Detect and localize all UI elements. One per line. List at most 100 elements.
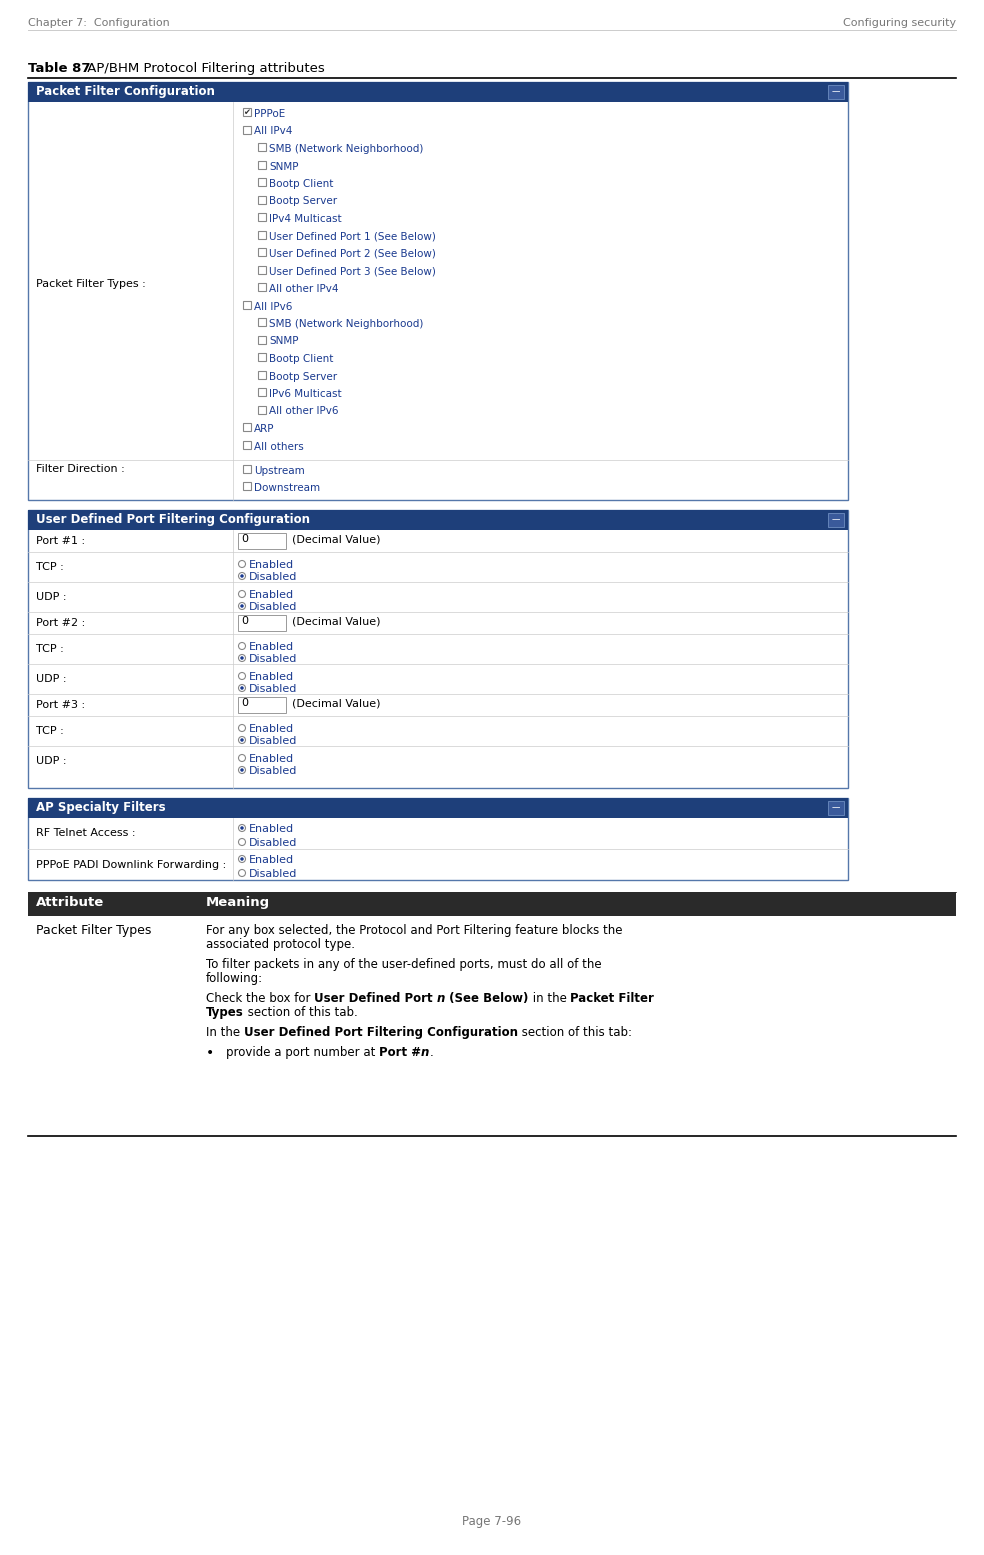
Text: SNMP: SNMP [269,336,298,347]
Text: Configuring security: Configuring security [843,19,956,28]
Text: User Defined Port Filtering Configuration: User Defined Port Filtering Configuratio… [244,1026,518,1039]
Bar [243,465,251,473]
Bar [243,423,251,431]
Text: IPv4 Multicast: IPv4 Multicast [269,215,341,224]
Text: Page 7-96: Page 7-96 [462,1515,522,1529]
Circle shape [238,838,245,846]
Text: UDP :: UDP : [36,756,67,767]
Text: Enabled: Enabled [249,589,294,600]
Circle shape [238,572,245,580]
Text: 0: 0 [241,616,248,627]
Text: SNMP: SNMP [269,162,298,171]
Circle shape [240,574,244,578]
Text: RF Telnet Access :: RF Telnet Access : [36,829,136,838]
Text: Attribute: Attribute [36,896,104,910]
Circle shape [238,767,245,773]
Text: Port #1 :: Port #1 : [36,536,86,546]
Text: Bootp Client: Bootp Client [269,355,334,364]
Circle shape [238,824,245,832]
Bar [258,160,266,168]
Text: All IPv4: All IPv4 [254,126,292,137]
Text: Enabled: Enabled [249,560,294,571]
Text: provide a port number at: provide a port number at [226,1047,379,1059]
Circle shape [238,602,245,610]
Bar [258,143,266,151]
Text: section of this tab.: section of this tab. [244,1006,357,1019]
Text: User Defined Port Filtering Configuration: User Defined Port Filtering Configuratio… [36,513,310,526]
Bar [28,893,956,916]
Bar [828,801,844,815]
Text: Types: Types [206,1006,244,1019]
Text: —: — [831,516,840,524]
Circle shape [240,656,244,659]
Text: Disabled: Disabled [249,838,297,847]
Bar [258,389,266,397]
Bar [28,510,848,530]
Text: Bootp Server: Bootp Server [269,372,338,381]
Text: section of this tab:: section of this tab: [518,1026,632,1039]
Text: PPPoE PADI Downlink Forwarding :: PPPoE PADI Downlink Forwarding : [36,860,226,869]
Text: Bootp Client: Bootp Client [269,179,334,190]
Text: Enabled: Enabled [249,725,294,734]
Bar [258,370,266,378]
Bar [258,213,266,221]
Text: Chapter 7:  Configuration: Chapter 7: Configuration [28,19,170,28]
Text: ✔: ✔ [243,107,251,117]
Text: SMB (Network Neighborhood): SMB (Network Neighborhood) [269,145,423,154]
Text: 0: 0 [241,533,248,544]
Bar [243,300,251,308]
Bar [258,319,266,327]
Text: Packet Filter Types :: Packet Filter Types : [36,278,146,289]
Bar [243,440,251,448]
Bar [28,798,848,818]
Text: ARP: ARP [254,425,275,434]
Circle shape [238,725,245,731]
Text: In the: In the [206,1026,244,1039]
Text: Enabled: Enabled [249,754,294,764]
Text: TCP :: TCP : [36,644,64,655]
Circle shape [240,857,244,861]
Bar [258,406,266,414]
Text: TCP :: TCP : [36,726,64,736]
Circle shape [240,739,244,742]
Circle shape [238,855,245,863]
Bar [258,336,266,344]
Circle shape [240,768,244,771]
Text: associated protocol type.: associated protocol type. [206,938,355,952]
Text: AP Specialty Filters: AP Specialty Filters [36,801,165,813]
Text: n: n [437,992,446,1005]
Text: Packet Filter Types: Packet Filter Types [36,924,152,938]
Text: Table 87: Table 87 [28,62,91,75]
Bar [258,353,266,361]
Bar [258,230,266,238]
Text: All IPv6: All IPv6 [254,302,292,311]
Text: User Defined Port 3 (See Below): User Defined Port 3 (See Below) [269,266,436,277]
Text: Filter Direction :: Filter Direction : [36,463,125,474]
Text: User Defined Port: User Defined Port [314,992,437,1005]
Circle shape [238,642,245,650]
Text: n: n [421,1047,429,1059]
Text: Upstream: Upstream [254,466,305,476]
Text: UDP :: UDP : [36,673,67,684]
Text: User Defined Port 1 (See Below): User Defined Port 1 (See Below) [269,232,436,241]
Bar [28,916,956,1137]
Text: .: . [429,1047,433,1059]
Text: PPPoE: PPPoE [254,109,285,120]
Text: 0: 0 [241,698,248,708]
Bar [258,177,266,187]
Text: Enabled: Enabled [249,672,294,683]
Text: Disabled: Disabled [249,767,297,776]
Text: All other IPv4: All other IPv4 [269,285,338,294]
Bar [28,82,848,501]
Text: (Decimal Value): (Decimal Value) [292,700,381,709]
Bar [258,247,266,257]
Bar [258,196,266,204]
Text: Disabled: Disabled [249,572,297,582]
Circle shape [240,826,244,830]
Bar [828,86,844,100]
Text: Enabled: Enabled [249,642,294,652]
Bar [238,614,286,631]
Text: Bootp Server: Bootp Server [269,196,338,207]
Text: Check the box for: Check the box for [206,992,314,1005]
Circle shape [238,655,245,661]
